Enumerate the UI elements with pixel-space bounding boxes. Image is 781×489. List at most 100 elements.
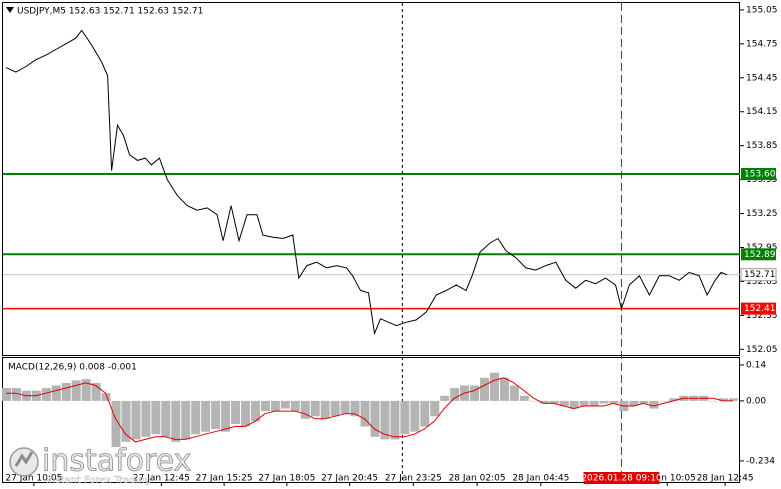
y-tick-label: 152.65 xyxy=(746,277,778,287)
x-tick-label: 27 Jan 20:45 xyxy=(321,474,378,484)
y-tick-label: 0.14 xyxy=(746,360,766,370)
macd-title: MACD(12,26,9) 0.008 -0.001 xyxy=(8,363,137,373)
macd-bar xyxy=(290,400,300,412)
level-label-box xyxy=(741,302,776,315)
macd-bar xyxy=(400,400,410,435)
macd-bar xyxy=(111,400,121,448)
macd-bar xyxy=(719,398,729,401)
y-tick-label: 154.15 xyxy=(746,107,778,117)
macd-bar xyxy=(609,400,619,404)
macd-bar xyxy=(161,400,171,437)
macd-bar xyxy=(360,400,370,427)
macd-bar xyxy=(51,385,61,401)
macd-bar xyxy=(480,377,490,401)
macd-bar xyxy=(370,400,380,437)
macd-bar xyxy=(81,379,91,401)
macd-bar xyxy=(151,400,161,435)
x-tick-label: 28 Jan 10:05 xyxy=(639,474,696,484)
x-tick-label: 27 Jan 12:45 xyxy=(133,474,190,484)
y-tick-label: 0.00 xyxy=(746,396,766,406)
y-tick-label: 152.35 xyxy=(746,311,778,321)
macd-bar xyxy=(350,400,360,417)
macd-bar xyxy=(101,393,111,401)
macd-bar xyxy=(559,400,569,407)
macd-bar xyxy=(420,400,430,427)
macd-bar xyxy=(171,400,181,442)
macd-bar xyxy=(91,382,101,401)
x-tick-label: 27 Jan 23:25 xyxy=(385,474,442,484)
macd-bar xyxy=(181,400,191,440)
level-label: 153.60 xyxy=(744,169,776,179)
macd-bar xyxy=(649,400,659,409)
macd-bar xyxy=(11,388,21,401)
macd-bar xyxy=(250,400,260,422)
menu-icon[interactable] xyxy=(6,7,14,13)
macd-bar xyxy=(380,400,390,440)
macd-bar xyxy=(490,372,500,401)
macd-bar xyxy=(549,400,559,404)
level-label: 152.89 xyxy=(744,250,776,260)
macd-bar xyxy=(61,382,71,401)
macd-bar xyxy=(390,400,400,440)
y-tick-label: 153.55 xyxy=(746,175,778,185)
y-tick-label: -0.234 xyxy=(746,456,775,466)
x-tick-label: 27 Jan 10:05 xyxy=(5,474,62,484)
price-line xyxy=(5,29,728,336)
y-tick-label: 153.85 xyxy=(746,141,778,151)
macd-bar xyxy=(260,400,270,412)
macd-bar xyxy=(310,400,320,417)
macd-bar xyxy=(71,380,81,401)
level-label-box xyxy=(741,167,776,180)
macd-bar xyxy=(141,400,151,437)
watermark-icon xyxy=(9,447,39,477)
x-tick-label: 28 Jan 04:45 xyxy=(512,474,569,484)
macd-bar xyxy=(659,400,669,402)
macd-bar xyxy=(569,400,579,409)
signal-line xyxy=(6,377,733,443)
price-panel xyxy=(2,2,740,356)
macd-bar xyxy=(300,400,310,419)
macd-bar xyxy=(430,400,440,417)
x-tick-label: 27 Jan 15:25 xyxy=(196,474,253,484)
macd-bar xyxy=(221,400,231,432)
macd-bar xyxy=(201,400,211,432)
current-price-box xyxy=(740,268,777,282)
y-tick-label: 154.75 xyxy=(746,39,778,49)
current-price-label: 152.71 xyxy=(744,270,776,280)
macd-bar xyxy=(589,400,599,407)
x-tick-label: 28 Jan 12:45 xyxy=(697,474,754,484)
macd-bar xyxy=(509,385,519,401)
y-tick-label: 152.95 xyxy=(746,243,778,253)
macd-bar xyxy=(340,400,350,414)
x-tick-label: 28 Jan 02:05 xyxy=(449,474,506,484)
macd-bar xyxy=(539,400,549,404)
cursor-label: 2026.01.28 09:10 xyxy=(581,474,662,484)
macd-bar xyxy=(280,400,290,409)
macd-bar xyxy=(499,377,509,401)
macd-bar xyxy=(529,400,539,402)
macd-panel xyxy=(2,357,740,483)
macd-bar xyxy=(241,400,251,427)
macd-bar xyxy=(470,385,480,401)
macd-bar xyxy=(131,400,141,440)
macd-bar xyxy=(1,388,11,401)
macd-bar xyxy=(440,395,450,401)
cursor-label-box xyxy=(583,472,660,484)
macd-bar xyxy=(729,398,739,401)
macd-bar xyxy=(211,400,221,430)
y-tick-label: 155.05 xyxy=(746,5,778,15)
y-tick-label: 154.45 xyxy=(746,73,778,83)
chart-title: USDJPY,M5 152.63 152.71 152.63 152.71 xyxy=(17,7,203,17)
macd-bar xyxy=(121,400,131,442)
macd-bar xyxy=(579,400,589,407)
watermark-brand: instaforex xyxy=(42,444,191,479)
macd-bar xyxy=(270,400,280,412)
macd-bar xyxy=(599,400,609,404)
macd-bar xyxy=(320,400,330,419)
y-tick-label: 152.05 xyxy=(746,345,778,355)
macd-bar xyxy=(639,400,649,404)
macd-bar xyxy=(709,400,719,402)
watermark-tagline: Instant Forex Trading xyxy=(46,475,151,486)
macd-bar xyxy=(669,398,679,401)
